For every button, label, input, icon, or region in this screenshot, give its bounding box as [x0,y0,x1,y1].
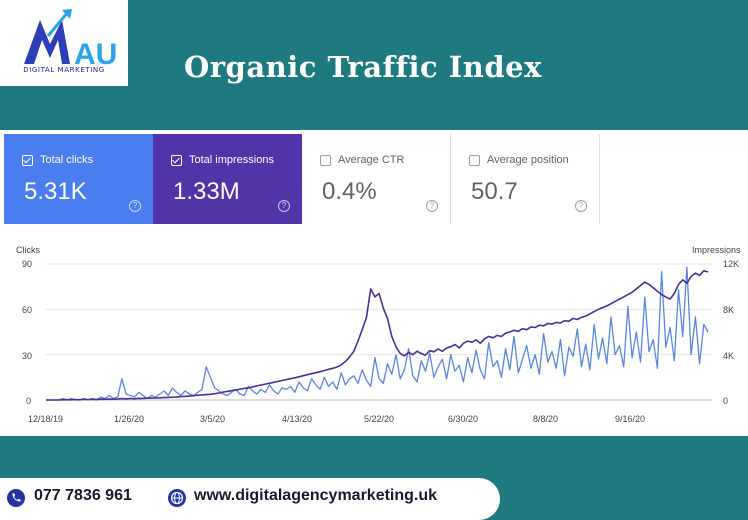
metric-card-total-impressions[interactable]: Total impressions 1.33M ? [153,134,302,224]
logo: AU DIGITAL MARKETING [0,0,128,86]
metric-card-average-ctr[interactable]: Average CTR 0.4% ? [302,134,451,224]
help-icon[interactable]: ? [129,200,141,212]
right-tick-label: 8K [723,305,735,315]
phone-icon [7,489,25,507]
x-tick-label: 9/16/20 [615,414,646,424]
metric-value: 5.31K [24,178,87,205]
left-axis-label: Clicks [16,245,40,255]
left-tick-label: 60 [22,305,33,315]
left-tick-label: 90 [22,259,33,269]
help-icon[interactable]: ? [426,200,438,212]
x-tick-label: 8/8/20 [533,414,559,424]
right-axis-label: Impressions [692,245,741,255]
metric-card-average-position[interactable]: Average position 50.7 ? [451,134,600,224]
x-tick-label: 5/22/20 [364,414,395,424]
performance-panel: Total clicks 5.31K ? Total impressions 1… [0,130,748,436]
metric-value: 0.4% [322,178,377,205]
right-tick-label: 12K [723,259,740,269]
series-line-clicks [46,266,709,401]
x-tick-label: 3/5/20 [200,414,226,424]
x-tick-label: 12/18/19 [28,414,64,424]
phone-number[interactable]: 077 7836 961 [34,487,132,504]
checkbox-checked-icon[interactable] [171,155,182,166]
metric-label: Average CTR [338,154,405,166]
page-title: Organic Traffic Index [184,50,542,84]
logo-mark-icon: AU [24,9,117,66]
metric-label: Total impressions [189,154,274,166]
logo-subtitle: DIGITAL MARKETING [23,66,105,74]
metric-label: Average position [487,154,569,166]
x-tick-label: 4/13/20 [282,414,313,424]
metric-value: 1.33M [173,178,240,205]
x-tick-label: 6/30/20 [448,414,479,424]
metric-value: 50.7 [471,178,518,205]
metric-label: Total clicks [40,154,94,166]
checkbox-unchecked-icon[interactable] [320,155,331,166]
logo-letters: AU [74,38,117,66]
right-tick-label: 0 [723,396,729,406]
help-icon[interactable]: ? [575,200,587,212]
contact-bar: 077 7836 961 www.digitalagencymarketing.… [0,478,500,520]
globe-icon [168,489,186,507]
left-tick-label: 30 [22,351,33,361]
right-tick-label: 4K [723,351,735,361]
help-icon[interactable]: ? [278,200,290,212]
checkbox-unchecked-icon[interactable] [469,155,480,166]
metric-card-total-clicks[interactable]: Total clicks 5.31K ? [4,134,153,224]
traffic-line-chart [46,263,712,401]
left-tick-label: 0 [26,396,32,406]
x-tick-label: 1/26/20 [114,414,145,424]
checkbox-checked-icon[interactable] [22,155,33,166]
series-line-impressions [46,270,709,401]
website-link[interactable]: www.digitalagencymarketing.uk [194,487,438,504]
